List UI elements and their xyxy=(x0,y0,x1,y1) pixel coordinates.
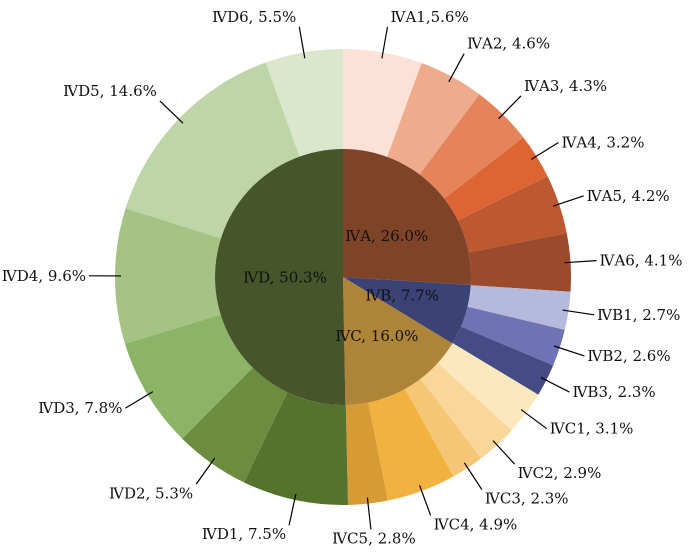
outer-labels: ⅣA1,5.6% ⅣA2, 4.6% ⅣA3, 4.3% ⅣA4, 3.2% ⅣA5, … xyxy=(2,8,683,548)
leader-line-iva1 xyxy=(381,26,389,59)
outer-label-ivc5: ⅣC5, 2.8% xyxy=(332,529,416,547)
leader-line-ivd1 xyxy=(288,493,297,526)
outer-slice-iva1 xyxy=(343,49,422,157)
inner-label-iva: ⅣA, 26.0% xyxy=(345,227,428,245)
outer-label-iva5: ⅣA5, 4.2% xyxy=(587,187,670,205)
outer-ring xyxy=(114,49,571,506)
outer-slice-ivb1 xyxy=(467,285,571,330)
leader-line-ivb1 xyxy=(562,309,595,316)
leader-line-iva5 xyxy=(553,195,584,207)
leader-line-iva4 xyxy=(530,141,559,160)
inner-slice-iva xyxy=(343,149,471,286)
leader-line-iva6 xyxy=(564,260,597,264)
leader-line-iva3 xyxy=(498,95,522,120)
outer-slice-ivc4 xyxy=(368,388,454,501)
outer-slice-iva4 xyxy=(444,137,548,221)
outer-label-iva4: ⅣA4, 3.2% xyxy=(561,133,644,151)
outer-slice-ivd5 xyxy=(125,62,300,239)
outer-label-ivb2: ⅣB2, 2.6% xyxy=(587,347,670,365)
outer-slice-iva5 xyxy=(457,176,567,253)
outer-slice-ivc1 xyxy=(437,343,539,431)
outer-slice-iva3 xyxy=(419,94,524,199)
outer-label-ivd5: ⅣD5, 14.6% xyxy=(63,82,157,100)
leader-line-ivd2 xyxy=(195,457,216,485)
outer-label-ivd2: ⅣD2, 5.3% xyxy=(109,484,193,502)
inner-slice-ivc xyxy=(343,277,453,405)
outer-label-ivc4: ⅣC4, 4.9% xyxy=(434,515,518,533)
outer-label-ivc3: ⅣC3, 2.3% xyxy=(485,490,569,508)
outer-label-ivd1: ⅣD1, 7.5% xyxy=(202,525,286,543)
outer-label-iva2: ⅣA2, 4.6% xyxy=(467,35,550,53)
outer-slice-iva2 xyxy=(387,62,480,175)
outer-slice-ivb3 xyxy=(452,326,554,395)
leader-line-ivc4 xyxy=(419,485,432,516)
outer-slice-ivb2 xyxy=(461,306,565,366)
outer-label-ivc1: ⅣC1, 3.1% xyxy=(550,420,634,438)
inner-pie xyxy=(215,149,471,405)
leader-line-ivc5 xyxy=(366,497,372,530)
outer-label-iva1: ⅣA1,5.6% xyxy=(390,8,468,26)
leader-line-ivc1 xyxy=(520,409,548,430)
leader-line-iva2 xyxy=(448,53,465,83)
leader-line-ivc3 xyxy=(463,462,483,490)
inner-label-ivd: ⅣD, 50.3% xyxy=(243,269,327,287)
outer-slice-ivd1 xyxy=(243,392,349,506)
inner-labels: ⅣA, 26.0% ⅣB, 7.7% ⅣC, 16.0% ⅣD, 50.3% xyxy=(243,227,439,345)
outer-label-ivc2: ⅣC2, 2.9% xyxy=(518,464,602,482)
leader-lines xyxy=(88,26,597,530)
outer-slice-ivc3 xyxy=(405,378,482,477)
outer-slice-ivd3 xyxy=(124,314,253,439)
inner-slice-ivb xyxy=(343,277,471,344)
outer-label-iva6: ⅣA6, 4.1% xyxy=(599,252,682,270)
leader-line-ivd6 xyxy=(298,26,306,59)
outer-label-ivb3: ⅣB3, 2.3% xyxy=(572,383,655,401)
leader-line-ivc2 xyxy=(492,440,516,465)
outer-slice-ivd6 xyxy=(265,49,343,157)
leader-line-ivb3 xyxy=(540,377,570,393)
outer-slice-ivc5 xyxy=(345,402,388,505)
outer-label-ivd4: ⅣD4, 9.6% xyxy=(2,267,86,285)
outer-slice-ivc2 xyxy=(420,363,512,459)
leader-line-ivd5 xyxy=(159,100,184,124)
outer-label-ivd6: ⅣD6, 5.5% xyxy=(212,8,296,26)
inner-slice-ivd xyxy=(215,149,346,405)
inner-label-ivc: ⅣC, 16.0% xyxy=(335,327,418,345)
outer-label-ivb1: ⅣB1, 2.7% xyxy=(597,306,680,324)
leader-line-ivd3 xyxy=(125,391,154,409)
outer-label-iva3: ⅣA3, 4.3% xyxy=(524,77,607,95)
outer-slice-iva6 xyxy=(468,233,571,292)
outer-label-ivd3: ⅣD3, 7.8% xyxy=(38,399,122,417)
outer-slice-ivd4 xyxy=(114,208,221,344)
leader-line-ivb2 xyxy=(553,345,585,357)
outer-slice-ivd2 xyxy=(182,367,288,483)
inner-label-ivb: ⅣB, 7.7% xyxy=(365,287,439,305)
